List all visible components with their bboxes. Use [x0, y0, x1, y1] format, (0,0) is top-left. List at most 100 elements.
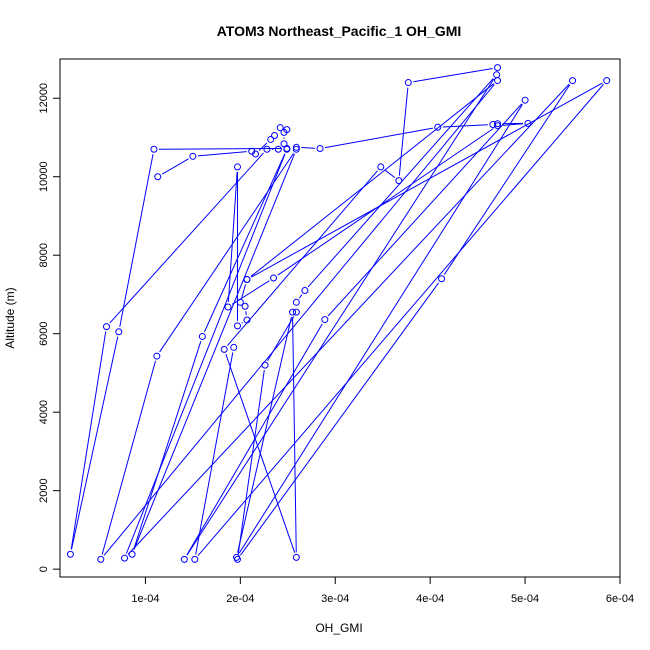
series-segment	[251, 82, 603, 278]
y-tick-label: 12000	[38, 83, 50, 114]
series-segment	[101, 360, 156, 555]
series-segment	[203, 153, 286, 333]
data-point	[316, 144, 324, 152]
data-point	[404, 79, 412, 87]
series-segment	[292, 317, 297, 553]
data-point	[261, 361, 269, 369]
data-point	[241, 302, 249, 310]
data-point	[494, 64, 502, 72]
y-axis: 0 2000 4000 6000 8000 10000 12000	[38, 83, 61, 572]
series-segment	[241, 284, 247, 298]
data-point	[283, 145, 291, 153]
data-point	[191, 555, 199, 563]
y-tick-label: 8000	[38, 243, 50, 267]
series-segment	[240, 282, 440, 556]
y-tick-label: 4000	[38, 400, 50, 424]
series-segment	[301, 147, 316, 149]
data-point	[121, 554, 129, 562]
series-segment	[71, 336, 119, 550]
data-point	[292, 553, 300, 561]
series-segment	[161, 158, 189, 175]
x-tick-label: 5e-04	[511, 593, 539, 605]
data-point	[198, 332, 206, 340]
data-point	[524, 119, 532, 127]
data-point	[236, 298, 244, 306]
data-point	[289, 308, 297, 316]
series-segment	[158, 148, 282, 150]
series-segment	[298, 294, 303, 299]
data-point	[270, 274, 278, 282]
data-point	[128, 550, 136, 558]
data-point	[377, 163, 385, 171]
data-point	[233, 163, 241, 171]
y-tick-label: 6000	[38, 321, 50, 345]
x-tick-label: 1e-04	[131, 593, 159, 605]
series-segment	[238, 104, 523, 554]
series-segment	[119, 154, 154, 327]
series-segment	[258, 142, 268, 151]
x-axis: 1e-04 2e-04 3e-04 4e-04 5e-04 6e-04	[131, 576, 634, 605]
data-point	[292, 143, 300, 151]
series-segment	[225, 353, 296, 553]
series-segment	[197, 84, 604, 556]
x-tick-label: 3e-04	[321, 593, 349, 605]
series-segment	[103, 84, 495, 556]
series-segment	[442, 124, 488, 128]
series-segment	[195, 352, 234, 555]
data-point	[230, 343, 238, 351]
y-tick-label: 0	[38, 566, 50, 572]
data-point	[292, 145, 300, 153]
series-segment	[398, 87, 409, 176]
data-point	[243, 276, 251, 284]
series-segment	[324, 127, 433, 149]
data-point	[267, 135, 275, 143]
data-point	[292, 298, 300, 306]
series-segment	[443, 84, 571, 275]
data-point	[280, 128, 288, 136]
data-point	[301, 287, 309, 295]
series-segment	[241, 322, 243, 324]
chart-title: ATOM3 Northeast_Pacific_1 OH_GMI	[217, 23, 462, 39]
series-segment	[109, 152, 264, 324]
data-point	[569, 77, 577, 85]
y-tick-label: 10000	[38, 161, 50, 192]
data-point	[233, 553, 241, 561]
data-point	[321, 316, 329, 324]
data-point	[233, 322, 241, 330]
series-segment	[237, 316, 292, 553]
series-segment	[227, 170, 378, 346]
series-segment	[70, 331, 107, 550]
data-point	[395, 177, 403, 185]
data-point	[220, 345, 228, 353]
data-point	[494, 120, 502, 128]
data-point	[103, 323, 111, 331]
x-tick-label: 6e-04	[606, 593, 634, 605]
series-segment	[227, 171, 238, 303]
series-segment	[384, 169, 396, 179]
data-point	[489, 121, 497, 129]
y-tick-label: 2000	[38, 478, 50, 502]
data-point	[494, 77, 502, 85]
data-point	[66, 550, 74, 558]
data-point	[97, 555, 105, 563]
data-point	[180, 555, 188, 563]
data-point	[434, 123, 442, 131]
series-segment	[186, 323, 323, 556]
series-segment	[133, 153, 295, 550]
data-point	[154, 173, 162, 181]
data-point	[274, 145, 282, 153]
x-tick-label: 2e-04	[226, 593, 254, 605]
series-segment	[127, 83, 570, 555]
data-point	[263, 145, 271, 153]
series-segment	[277, 128, 494, 276]
data-point	[438, 275, 446, 283]
data-point	[115, 328, 123, 336]
data-point	[271, 132, 279, 140]
data-point	[243, 316, 251, 324]
data-point	[603, 77, 611, 85]
data-point	[153, 352, 161, 360]
series-segment	[186, 78, 495, 556]
series-layer	[66, 64, 611, 563]
data-point	[521, 96, 529, 104]
